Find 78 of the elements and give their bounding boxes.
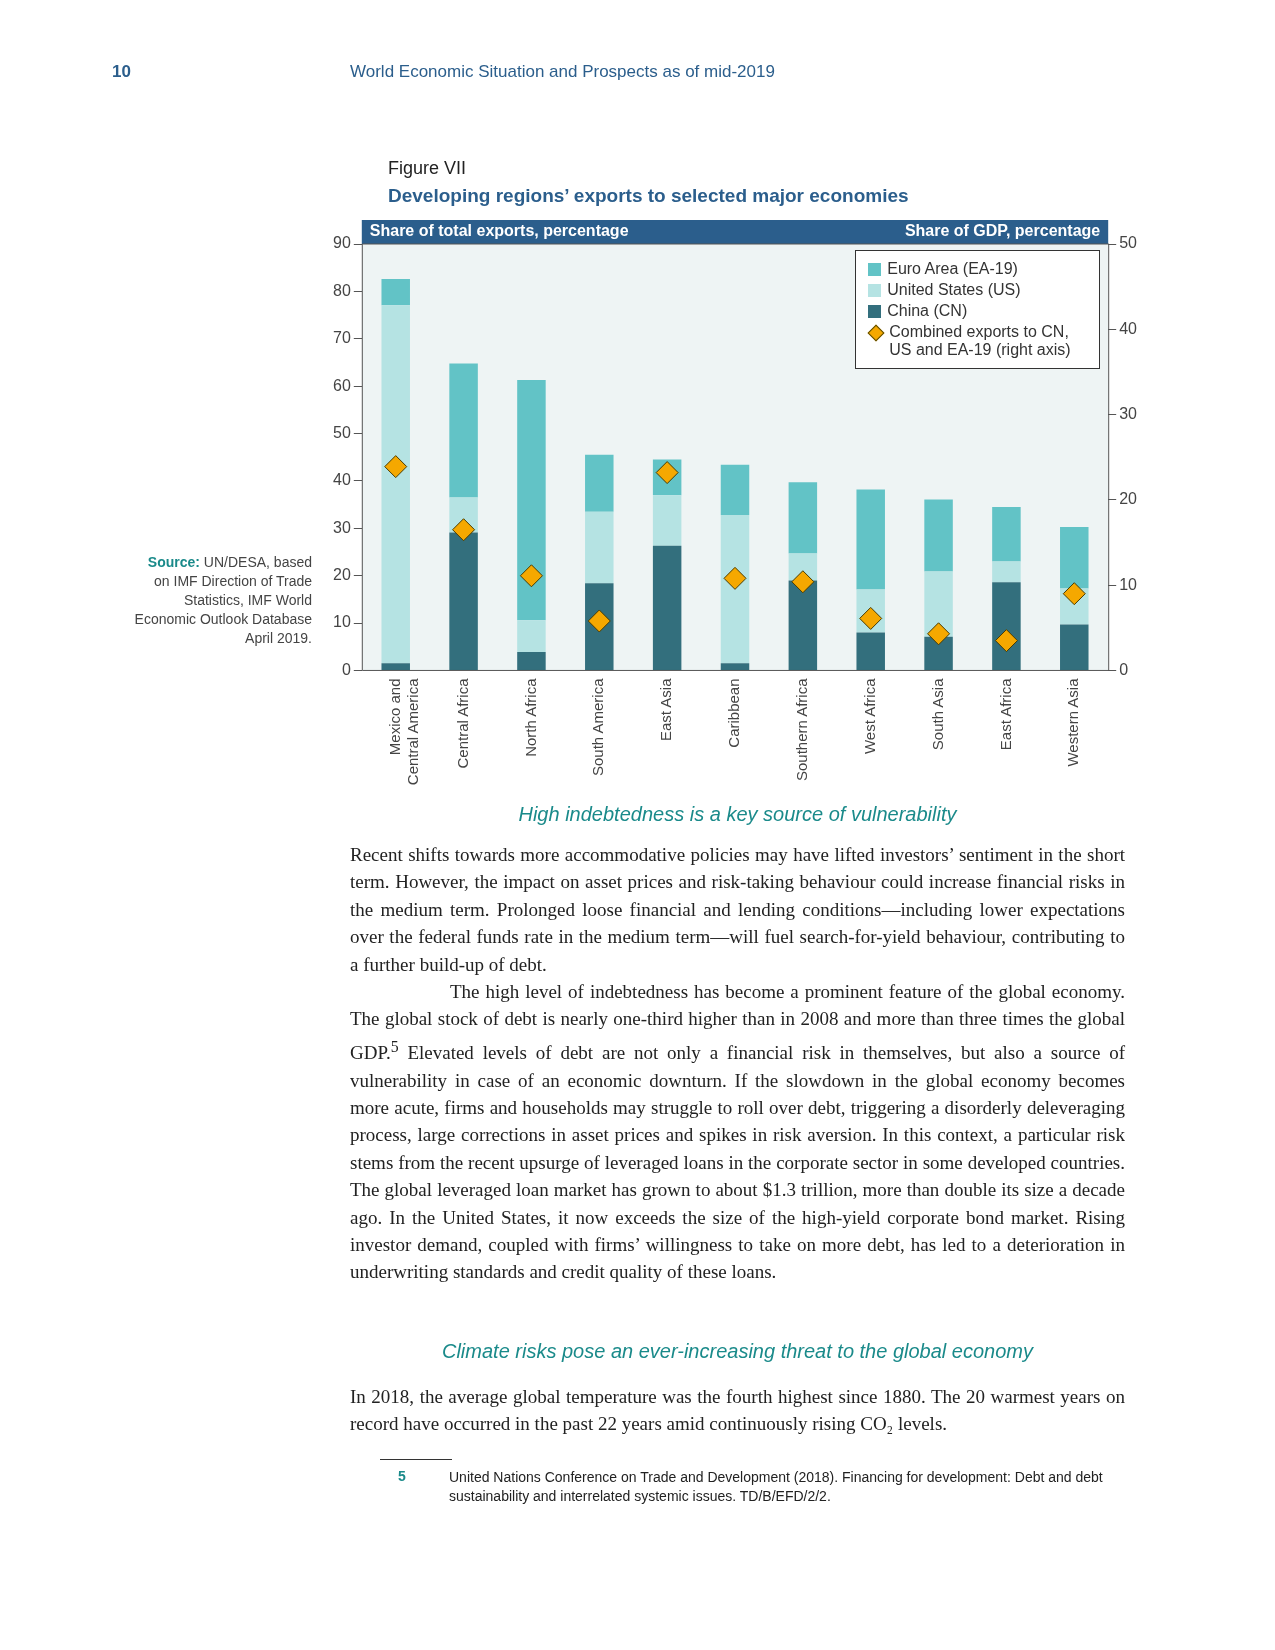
legend-label: China (CN) [887,302,968,320]
x-tick-label: South America [589,677,607,777]
text: Recent shifts towards more accommodative policies may have lifted investors’ sentiment in the short term. However, the impact on asset prices and risk-taking behaviour could increase financial risks in the medium term. Prolonged loose financial and lending conditions—including lower expectations over the federal funds rate in the medium term—will fuel search-for-yield behaviour, contributing to a further build-up of debt. [350,843,1125,977]
point [519,564,543,588]
y2-tick-label: 20 [1119,490,1138,508]
text: 5 [390,1037,399,1055]
bar [381,305,410,664]
y-tick-label: 60 [333,376,351,394]
bar [788,580,818,670]
point [384,455,408,479]
text: In 2018, the average global temperature was the fourth highest since 1880. The 20 warmest years on record have occurred in the past 22 years amid continuously rising CO₂ levels. [350,1385,1125,1437]
point [927,622,951,646]
text: World Economic Situation and Prospects as of mid-2019 [350,62,775,82]
text: Climate risks pose an ever-increasing threat to the global economy [440,1340,1035,1363]
chart-title: Developing regions’ exports to selected major economies [388,185,909,207]
bar [585,511,614,584]
point [1062,582,1086,606]
bar [788,482,818,554]
y2-tick-label: 10 [1119,575,1138,593]
x-tick-label: South Asia [928,677,946,751]
text: 5 [398,1468,406,1484]
bar [517,620,546,652]
bar [856,489,885,590]
x-tick-label: Caribbean [725,678,743,748]
point [723,566,747,590]
y-tick-label: 50 [333,423,351,441]
bar [1060,624,1089,670]
legend-label: Combined exports to CN, US and EA-19 (right axis) [889,323,1072,359]
bar [720,663,750,670]
bar [992,506,1021,562]
bar [449,532,478,670]
y-tick-label: 70 [333,329,351,347]
x-tick-label: Southern Africa [793,677,810,782]
y2-tick-label: 50 [1119,234,1138,252]
x-tick-label: East Africa [996,677,1014,751]
chart-subtitle: Figure VII [388,158,467,179]
y-tick-label: 30 [333,518,351,536]
y-tick-label: 90 [333,234,351,252]
bar [1060,526,1089,589]
y-tick-label: 40 [333,471,351,489]
bar [924,499,953,572]
bar [992,561,1021,583]
bar [585,454,614,512]
point [452,518,476,542]
y2-axis-title: Share of GDP, percentage [904,222,1101,240]
legend-label: Euro Area (EA-19) [887,260,1018,278]
y2-tick-label: 40 [1119,319,1138,337]
y2-tick-label: 30 [1119,404,1138,422]
x-tick-label: Central Africa [453,677,471,769]
point [994,629,1018,653]
y-tick-label: 0 [341,660,351,678]
bar [517,651,546,670]
y-tick-label: 10 [333,613,351,631]
source-note: Source: UN/DESA, based on IMF Direction of Trade Statistics, IMF World Economic Outlook Database April 2019. [133,553,312,648]
text: United Nations Conference on Trade and Development (2018). Financing for development: Debt and debt sustainability and interrelated systemic issues. TD/B/EFD/2/2. [449,1468,1104,1506]
text: 10 [112,62,131,82]
legend-label: United States (US) [887,281,1021,299]
bar [652,495,682,546]
y-tick-label: 20 [333,566,351,584]
x-tick-label: Mexico and Central America [385,677,421,786]
y-tick-label: 80 [333,281,351,299]
x-tick-label: East Asia [657,677,675,742]
bar [720,515,750,664]
bar [652,545,682,670]
point [791,570,815,594]
bar [381,279,410,306]
y2-tick-label: 0 [1119,660,1129,678]
bar [381,663,410,670]
bar [720,464,750,516]
bar [856,632,885,670]
y-axis-title: Share of total exports, percentage [369,222,629,240]
x-tick-label: West Africa [860,677,878,755]
x-tick-label: Western Asia [1064,677,1082,767]
text: High indebtedness is a key source of vulnerability [517,803,959,826]
bar [924,636,953,670]
x-tick-label: North Africa [521,677,539,757]
bar [517,380,546,621]
bar [449,363,478,498]
